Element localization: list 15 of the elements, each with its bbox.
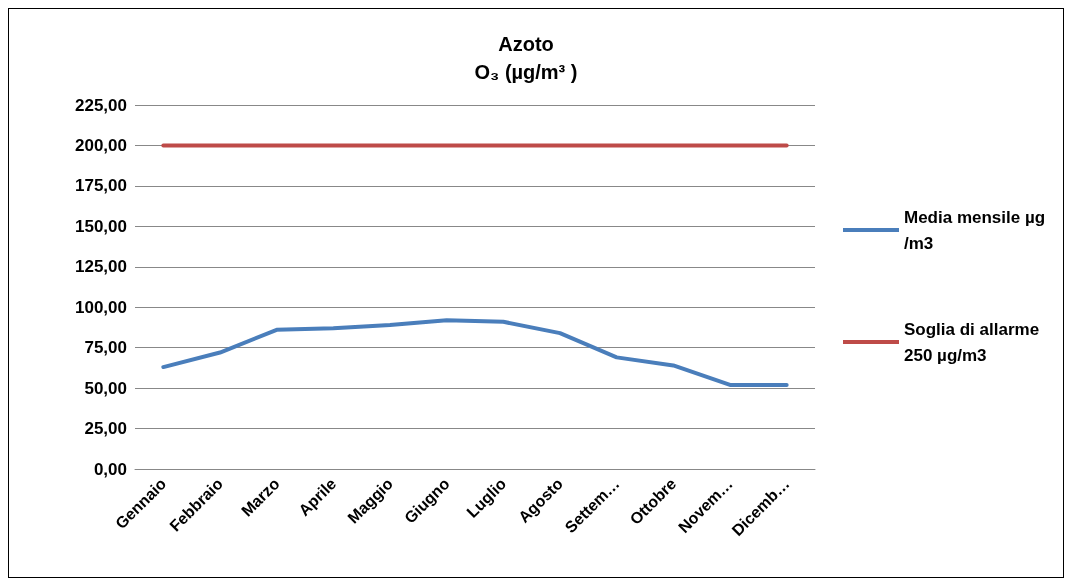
y-tick-label: 0,00 [93,459,127,479]
y-tick-label: 175,00 [75,176,127,196]
y-tick-label: 75,00 [84,338,127,358]
y-tick-label: 150,00 [75,216,127,236]
y-tick-label: 200,00 [75,135,127,155]
y-tick-label: 100,00 [75,297,127,317]
line-series [161,318,789,387]
y-tick-label: 50,00 [84,378,127,398]
y-tick-label: 125,00 [75,257,127,277]
chart-title: Azoto [498,33,554,55]
legend-label: Soglia di allarme 250 µg/m3 [904,319,1044,365]
legend-label: Media mensile µg/m3 [904,207,1046,253]
y-tick-label: 25,00 [84,419,127,439]
y-tick-label: 225,00 [75,95,127,115]
chart-subtitle: O₃ (µg/m³ ) [474,61,578,83]
